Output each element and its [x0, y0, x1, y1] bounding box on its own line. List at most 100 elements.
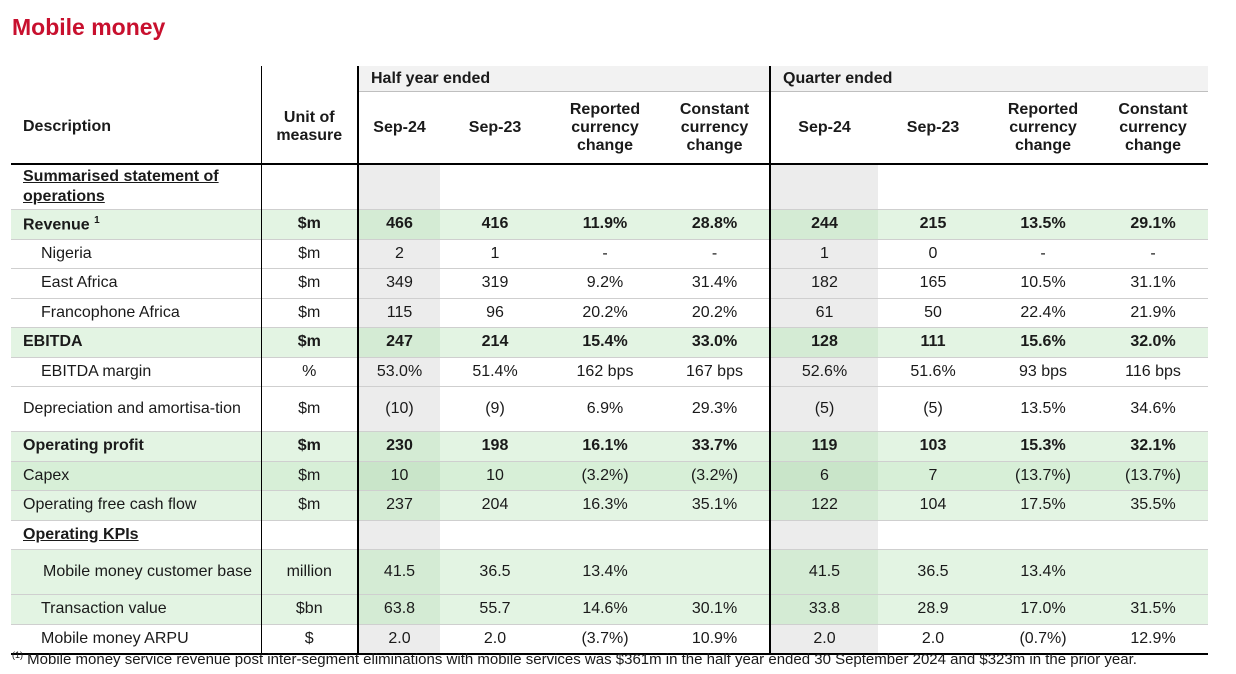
row-label: Operating profit: [11, 431, 261, 461]
unit-cell: $m: [260, 490, 358, 520]
row-label: East Africa: [41, 274, 118, 292]
row-label: EBITDA margin: [41, 362, 152, 380]
value-cell: 7: [878, 461, 988, 491]
page-title: Mobile money: [12, 14, 166, 40]
value-cell: 32.1%: [1098, 431, 1208, 461]
row-label: Francophone Africa: [41, 303, 180, 321]
value-cell: 10: [440, 461, 550, 491]
row-label: Mobile money customer base: [11, 549, 261, 595]
value-cell: 28.9: [878, 594, 988, 624]
row-label: Transaction value: [11, 594, 261, 624]
value-cell: 15.4%: [550, 327, 660, 357]
value-cell: (3.7%): [581, 629, 629, 647]
unit-cell: $m: [260, 386, 358, 432]
value-cell: 16.1%: [550, 431, 660, 461]
value-cell: 116 bps: [1125, 362, 1181, 380]
value-cell: 31.4%: [691, 274, 738, 292]
row-label: Mobile money ARPU: [41, 629, 189, 647]
value-cell: 0: [928, 244, 938, 262]
value-cell: 17.5%: [988, 490, 1098, 520]
value-cell: 237: [357, 490, 440, 520]
unit-cell: $m: [260, 298, 358, 328]
value-cell: 28.8%: [660, 209, 770, 239]
header-group-row: Half year ended Quarter ended: [11, 66, 1208, 92]
footnote: (1) Mobile money service revenue post in…: [12, 650, 1137, 668]
h-sep23-header: Sep-23: [440, 91, 550, 164]
mobile-money-table: Half year ended Quarter ended Descriptio…: [11, 66, 1208, 655]
value-cell: 1: [490, 244, 500, 262]
value-cell: 33.7%: [660, 431, 770, 461]
value-cell: 6: [769, 461, 878, 491]
table-row-francophone-africa: Francophone Africa $m 115 96 20.2% 20.2%…: [11, 298, 1208, 328]
value-cell: 122: [769, 490, 878, 520]
section-heading-label: Operating KPIs: [23, 525, 139, 543]
value-cell: 41.5: [357, 549, 440, 595]
value-cell: 29.3%: [691, 400, 738, 417]
table-row-operating-free-cash-flow: Operating free cash flow $m 237 204 16.3…: [11, 490, 1208, 520]
value-cell: 182: [769, 268, 878, 298]
value-cell: 51.4%: [472, 362, 518, 380]
value-cell: [660, 549, 770, 595]
value-cell: 14.6%: [550, 594, 660, 624]
table-row-nigeria: Nigeria $m 2 1 - - 1 0 - -: [11, 239, 1208, 269]
value-cell: 10.5%: [1020, 274, 1066, 292]
q-reported-header: Reported currency change: [988, 91, 1098, 164]
value-cell: 31.1%: [1130, 274, 1176, 292]
section-heading-summary: Summarised statement of operations: [11, 164, 1208, 210]
footnote-marker: (1): [12, 650, 23, 660]
value-cell: 10: [357, 461, 440, 491]
value-cell: 96: [486, 303, 504, 321]
unit-cell: %: [260, 357, 358, 387]
section-heading-label: Summarised statement of operations: [23, 168, 219, 205]
row-label: Depreciation and amortisa-tion: [23, 400, 241, 417]
header-row: Description Unit of measure Sep-24 Sep-2…: [11, 91, 1208, 164]
value-cell: 198: [440, 431, 550, 461]
value-cell: 128: [769, 327, 878, 357]
value-cell: 15.6%: [988, 327, 1098, 357]
value-cell: -: [711, 244, 718, 262]
value-cell: 244: [769, 209, 878, 239]
value-cell: 111: [878, 327, 988, 357]
row-label: Operating free cash flow: [11, 490, 261, 520]
table-row-transaction-value: Transaction value $bn 63.8 55.7 14.6% 30…: [11, 594, 1208, 624]
value-cell: 2.0: [357, 624, 440, 654]
value-cell: 16.3%: [550, 490, 660, 520]
value-cell: 215: [878, 209, 988, 239]
value-cell: 53.0%: [357, 357, 440, 387]
value-cell: 35.1%: [660, 490, 770, 520]
value-cell: 15.3%: [988, 431, 1098, 461]
value-cell: (0.7%): [1019, 629, 1067, 647]
value-cell: 349: [357, 268, 440, 298]
value-cell: 21.9%: [1130, 303, 1176, 321]
unit-cell: $m: [260, 327, 358, 357]
value-cell: 12.9%: [1130, 629, 1176, 647]
value-cell: 13.4%: [988, 549, 1098, 595]
value-cell: (9): [485, 400, 505, 417]
value-cell: 20.2%: [582, 303, 628, 321]
value-cell: 33.8: [769, 594, 878, 624]
table-row-ebitda: EBITDA $m 247 214 15.4% 33.0% 128 111 15…: [11, 327, 1208, 357]
half-year-group-label: Half year ended: [357, 66, 770, 92]
value-cell: -: [1150, 244, 1156, 262]
value-cell: 119: [769, 431, 878, 461]
value-cell: (5): [923, 400, 943, 417]
table-row-capex: Capex $m 10 10 (3.2%) (3.2%) 6 7 (13.7%)…: [11, 461, 1208, 491]
row-label: Capex: [11, 461, 261, 491]
table-row-depreciation: Depreciation and amortisa-tion $m (10) (…: [11, 386, 1208, 432]
value-cell: -: [1040, 244, 1046, 262]
h-sep24-header: Sep-24: [357, 91, 440, 164]
h-reported-header: Reported currency change: [550, 91, 660, 164]
h-constant-header: Constant currency change: [660, 91, 770, 164]
value-cell: 2: [357, 239, 440, 269]
value-cell: 165: [919, 274, 947, 292]
unit-cell: $m: [260, 239, 358, 269]
value-cell: 51.6%: [910, 362, 956, 380]
value-cell: 115: [357, 298, 440, 328]
value-cell: 204: [440, 490, 550, 520]
quarter-group-label: Quarter ended: [769, 66, 1208, 92]
table-row-arpu: Mobile money ARPU $ 2.0 2.0 (3.7%) 10.9%…: [11, 624, 1208, 654]
value-cell: 41.5: [769, 549, 878, 595]
value-cell: (3.2%): [660, 461, 770, 491]
row-label: Nigeria: [41, 244, 92, 262]
value-cell: 319: [481, 274, 509, 292]
